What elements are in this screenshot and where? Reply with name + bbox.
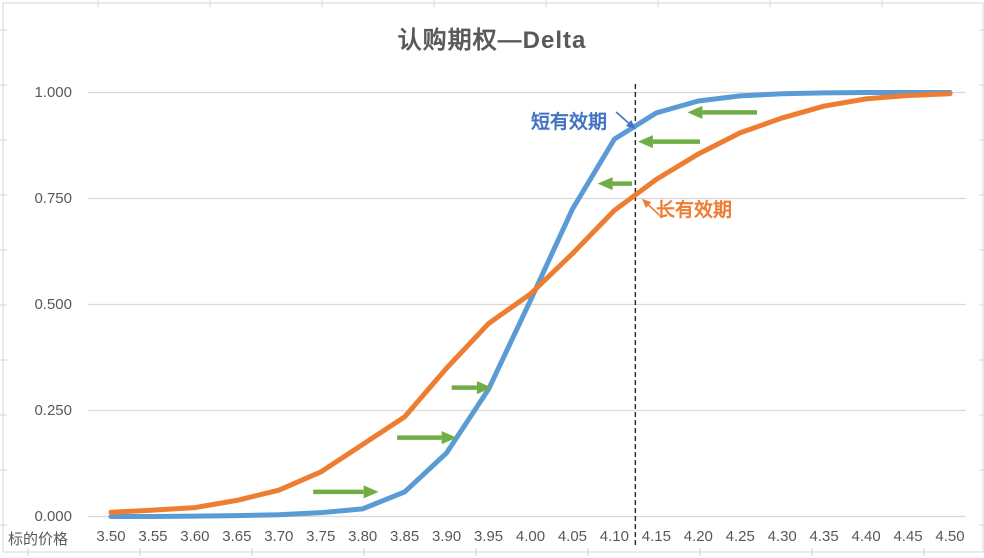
x-tick-label: 4.15 <box>641 528 671 545</box>
green-shift-arrow-4-head <box>637 135 653 149</box>
y-tick-label: 0.000 <box>34 507 72 525</box>
x-tick-label: 3.75 <box>306 528 336 545</box>
x-tick-label: 4.20 <box>683 528 713 545</box>
x-tick-label: 3.80 <box>348 528 378 545</box>
y-tick-label: 0.500 <box>34 295 72 313</box>
x-axis-title: 标的价格 <box>8 531 69 548</box>
chart-title: 认购期权—Delta <box>397 27 587 54</box>
green-shift-arrow-1-head <box>441 431 457 445</box>
x-tick-label: 3.55 <box>138 528 168 545</box>
x-tick-label: 4.00 <box>515 528 546 545</box>
x-tick-label: 4.30 <box>767 528 797 545</box>
y-tick-label: 0.250 <box>34 401 72 419</box>
long-label-arrow-shaft <box>648 204 661 217</box>
green-shift-arrow-3-head <box>687 105 703 119</box>
annotation-short-maturity-label: 短有效期 <box>531 112 608 133</box>
x-tick-label: 3.85 <box>390 528 420 545</box>
x-tick-label: 3.50 <box>96 528 126 545</box>
x-tick-label: 4.50 <box>935 528 965 545</box>
short-label-arrow-head <box>625 120 636 129</box>
y-tick-label: 1.000 <box>34 83 72 101</box>
x-tick-label: 3.60 <box>180 528 210 545</box>
x-tick-label: 4.45 <box>893 528 923 545</box>
x-tick-label: 4.35 <box>809 528 839 545</box>
green-shift-arrow-5-head <box>597 177 613 191</box>
short-maturity-curve <box>108 90 953 519</box>
short-label-arrow-shaft <box>615 111 630 124</box>
x-tick-label: 3.70 <box>264 528 294 545</box>
green-shift-arrow-2-head <box>476 381 492 395</box>
long-label-arrow-head <box>642 198 652 208</box>
x-tick-label: 3.95 <box>473 528 504 545</box>
x-tick-label: 4.05 <box>557 528 588 545</box>
x-tick-label: 4.10 <box>599 528 629 545</box>
green-shift-arrow-0-head <box>363 485 379 499</box>
x-tick-label: 3.65 <box>222 528 252 545</box>
x-tick-label: 4.40 <box>851 528 881 545</box>
y-tick-label: 0.750 <box>34 189 72 207</box>
x-tick-label: 4.25 <box>725 528 755 545</box>
annotation-long-maturity-label: 长有效期 <box>656 200 733 221</box>
x-tick-label: 3.90 <box>431 528 462 545</box>
long-maturity-curve <box>108 91 953 515</box>
